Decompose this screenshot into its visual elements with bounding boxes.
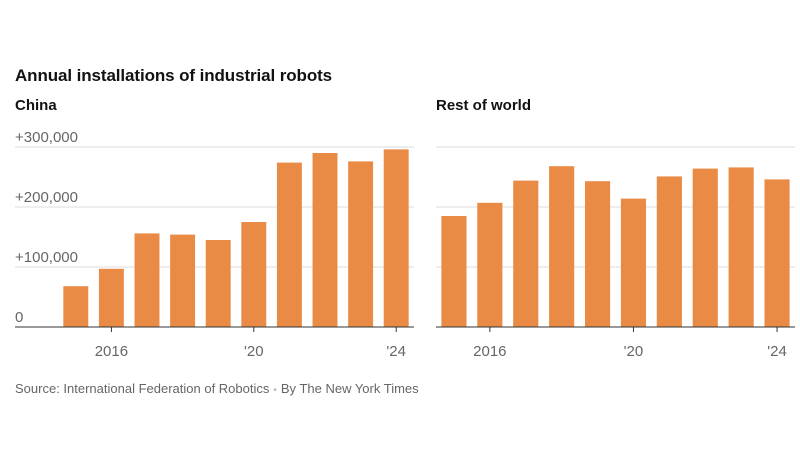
- row-bar-2023: [728, 167, 754, 327]
- row-bar-2021: [656, 176, 682, 327]
- row-bar-2024: [764, 179, 790, 327]
- china-ytick-label: +100,000: [15, 249, 78, 266]
- china-xtick-label: 2016: [95, 343, 128, 360]
- china-bar-2019: [205, 240, 231, 327]
- row-xtick-label: '20: [624, 343, 644, 360]
- rest-of-world-panel-title: Rest of world: [436, 97, 532, 114]
- credit-text: By The New York Times: [280, 381, 419, 396]
- china-ytick-label: 0: [15, 309, 23, 326]
- source-line: Source: International Federation of Robo…: [15, 381, 419, 396]
- row-bar-2019: [584, 181, 611, 327]
- row-bar-2018: [549, 166, 575, 327]
- china-xtick-label: '20: [244, 343, 264, 360]
- china-bar-2016: [98, 268, 124, 327]
- china-bar-2018: [170, 234, 196, 327]
- china-bar-2023: [348, 161, 374, 327]
- china-bar-2015: [63, 286, 89, 327]
- china-bar-2020: [241, 222, 267, 327]
- source-text: Source: International Federation of Robo…: [15, 381, 270, 396]
- row-bar-2020: [620, 198, 647, 327]
- china-xtick-label: '24: [386, 343, 406, 360]
- china-bar-2022: [312, 153, 338, 327]
- separator-dot: •: [273, 385, 277, 396]
- china-bar-2017: [134, 233, 160, 327]
- row-xtick-label: '24: [767, 343, 787, 360]
- china-ytick-label: +300,000: [15, 129, 78, 146]
- china-bar-2021: [276, 162, 302, 327]
- china-panel-title: China: [15, 97, 57, 114]
- china-ytick-label: +200,000: [15, 189, 78, 206]
- row-bar-2022: [692, 168, 718, 327]
- chart-title: Annual installations of industrial robot…: [15, 66, 333, 85]
- row-xtick-label: 2016: [473, 343, 506, 360]
- row-bar-2015: [441, 216, 467, 327]
- china-bar-2024: [383, 149, 409, 327]
- row-bar-2017: [513, 180, 539, 327]
- row-bar-2016: [477, 202, 503, 327]
